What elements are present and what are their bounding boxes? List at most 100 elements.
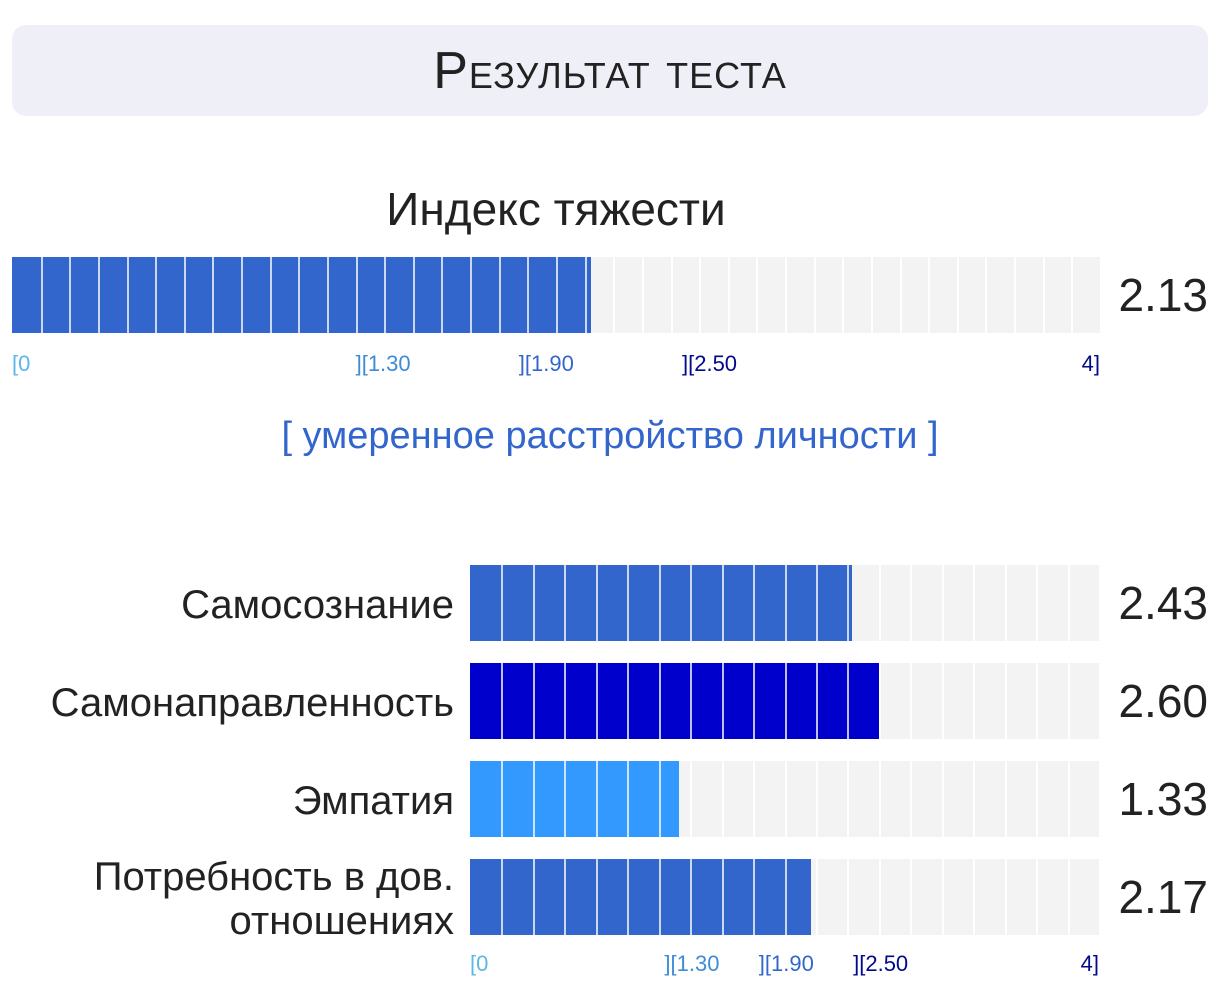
- bar-segment-divider: [659, 859, 661, 935]
- bar-segment-divider: [910, 663, 912, 739]
- bar-segment-divider: [1068, 663, 1070, 739]
- bar-segment-divider: [1071, 257, 1073, 333]
- scale-tick-label: 4]: [1080, 951, 1099, 976]
- bar-segment-divider: [501, 761, 503, 837]
- category-label-line: Самонаправленность: [50, 681, 454, 725]
- bar-segment-divider: [627, 761, 629, 837]
- bar-segment-divider: [564, 663, 566, 739]
- bar-segment-divider: [212, 257, 214, 333]
- severity-bar-grid: [12, 257, 1100, 333]
- bar-segment-divider: [659, 663, 661, 739]
- bar-segment-divider: [690, 663, 692, 739]
- bar-segment-divider: [785, 761, 787, 837]
- bar-segment-divider: [155, 257, 157, 333]
- bar-segment-divider: [690, 565, 692, 641]
- category-bar-fill: [470, 663, 879, 739]
- scale-tick-label: ][2.50: [853, 951, 909, 976]
- bar-segment-divider: [879, 565, 881, 641]
- bar-segment-divider: [753, 663, 755, 739]
- bar-segment-divider: [1005, 859, 1007, 935]
- severity-index-title: Индекс тяжести: [386, 183, 726, 235]
- bar-segment-divider: [564, 565, 566, 641]
- bar-segment-divider: [1036, 565, 1038, 641]
- diagnosis-label: [ умеренное расстройство личности ]: [281, 415, 939, 457]
- bar-segment-divider: [533, 761, 535, 837]
- result-header: Результат теста: [12, 25, 1208, 116]
- bar-segment-divider: [533, 565, 535, 641]
- bar-segment-divider: [413, 257, 415, 333]
- bar-segment-divider: [1014, 257, 1016, 333]
- bar-segment-divider: [847, 663, 849, 739]
- bar-segment-divider: [470, 257, 472, 333]
- bar-segment-divider: [900, 257, 902, 333]
- scale-tick-label: ][1.30: [664, 951, 720, 976]
- scale-tick-label: ][2.50: [682, 351, 738, 376]
- bar-segment-divider: [728, 257, 730, 333]
- category-value: 1.33: [1118, 773, 1208, 825]
- category-label: Самосознание: [181, 583, 454, 627]
- scale-tick-label: [0: [12, 351, 31, 376]
- bar-segment-divider: [499, 257, 501, 333]
- bar-segment-divider: [1068, 859, 1070, 935]
- bar-segment-divider: [879, 761, 881, 837]
- bar-segment-divider: [1068, 761, 1070, 837]
- category-label-line: отношениях: [229, 899, 454, 943]
- bar-segment-divider: [1005, 565, 1007, 641]
- subscale-scale: [0][1.30][1.90][2.50 4]: [470, 951, 1099, 981]
- category-label: Потребность в дов. отношениях: [94, 855, 454, 943]
- bar-segment-divider: [241, 257, 243, 333]
- bar-segment-divider: [527, 257, 529, 333]
- bar-segment-divider: [942, 565, 944, 641]
- bar-segment-divider: [756, 257, 758, 333]
- bar-segment-divider: [327, 257, 329, 333]
- bar-segment-divider: [814, 257, 816, 333]
- bar-segment-divider: [501, 565, 503, 641]
- bar-segment-divider: [596, 663, 598, 739]
- bar-segment-divider: [722, 663, 724, 739]
- scale-tick-label: 4]: [1081, 351, 1100, 376]
- bar-segment-divider: [847, 565, 849, 641]
- bar-segment-divider: [441, 257, 443, 333]
- bar-segment-divider: [722, 565, 724, 641]
- bar-segment-divider: [928, 257, 930, 333]
- bar-segment-divider: [785, 565, 787, 641]
- category-value: 2.60: [1118, 675, 1208, 727]
- bar-segment-divider: [41, 257, 43, 333]
- scale-tick-label: ][1.90: [758, 951, 814, 976]
- bar-segment-divider: [596, 761, 598, 837]
- bar-segment-divider: [985, 257, 987, 333]
- bar-segment-divider: [942, 663, 944, 739]
- bar-segment-divider: [671, 257, 673, 333]
- severity-value: 2.13: [1118, 269, 1208, 321]
- scale-tick-label: ][1.30: [355, 351, 411, 376]
- bar-segment-divider: [627, 565, 629, 641]
- category-label: Самонаправленность: [51, 681, 454, 725]
- bar-segment-divider: [98, 257, 100, 333]
- bar-segment-divider: [501, 663, 503, 739]
- bar-segment-divider: [973, 663, 975, 739]
- bar-segment-divider: [533, 663, 535, 739]
- bar-segment-divider: [184, 257, 186, 333]
- bar-segment-divider: [785, 663, 787, 739]
- bar-segment-divider: [642, 257, 644, 333]
- bar-segment-divider: [270, 257, 272, 333]
- bar-segment-divider: [690, 761, 692, 837]
- bar-segment-divider: [564, 761, 566, 837]
- bar-segment-divider: [533, 859, 535, 935]
- category-bar-fill: [470, 565, 852, 641]
- bar-segment-divider: [753, 761, 755, 837]
- bar-segment-divider: [973, 565, 975, 641]
- bar-segment-divider: [1036, 761, 1038, 837]
- bar-segment-divider: [690, 859, 692, 935]
- severity-scale: [0][1.30][1.90][2.50 4]: [12, 351, 1100, 381]
- category-label-line: Самосознание: [181, 583, 454, 627]
- bar-segment-divider: [847, 761, 849, 837]
- bar-segment-divider: [722, 859, 724, 935]
- bar-segment-divider: [842, 257, 844, 333]
- bar-segment-divider: [556, 257, 558, 333]
- bar-segment-divider: [127, 257, 129, 333]
- bar-segment-divider: [356, 257, 358, 333]
- bar-segment-divider: [816, 859, 818, 935]
- bar-segment-divider: [1043, 257, 1045, 333]
- bar-segment-divider: [699, 257, 701, 333]
